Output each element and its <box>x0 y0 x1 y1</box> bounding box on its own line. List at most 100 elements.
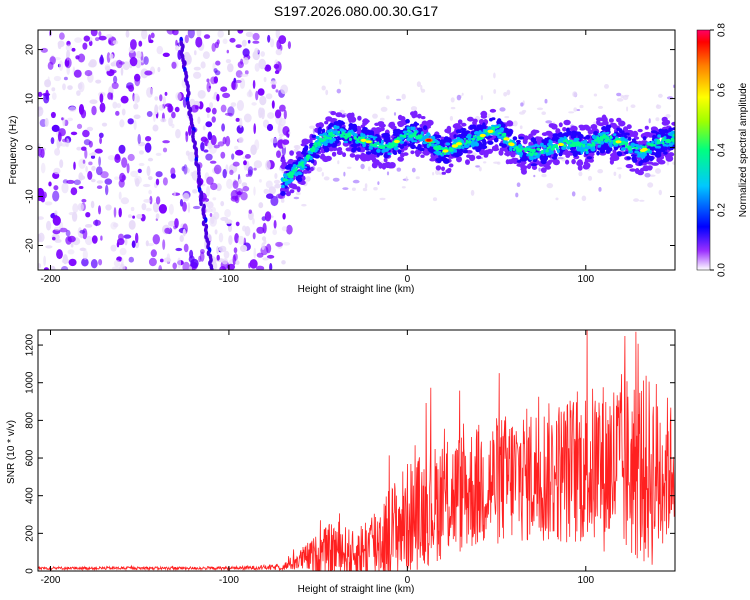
noise-blob <box>205 121 213 128</box>
noise-blob <box>148 189 152 195</box>
ridge-blob <box>497 132 502 135</box>
ridge-blob <box>441 166 445 172</box>
ridge-blob <box>296 171 301 175</box>
noise-blob <box>90 30 98 37</box>
colorbar-tick-label: 0.0 <box>717 263 728 277</box>
ridge-blob <box>414 131 417 134</box>
noise-blob <box>258 179 262 183</box>
noise-blob <box>200 197 210 203</box>
x-tick-label: -200 <box>40 575 60 586</box>
ridge-blob <box>407 143 413 147</box>
noise-blob <box>187 151 196 162</box>
noise-blob <box>99 136 102 145</box>
noise-blob <box>270 38 275 48</box>
ridge-blob <box>385 139 392 143</box>
noise-blob <box>658 93 663 98</box>
noise-blob <box>147 157 154 162</box>
ridge-blob <box>359 136 363 140</box>
ridge-blob <box>428 143 432 147</box>
noise-blob <box>166 253 171 262</box>
ridge-blob <box>658 135 661 138</box>
ridge-blob <box>605 149 610 154</box>
ridge-blob <box>596 150 600 156</box>
ridge-blob <box>579 142 582 146</box>
noise-blob <box>138 40 143 47</box>
noise-blob <box>230 80 238 91</box>
ridge-blob <box>644 125 649 130</box>
noise-blob <box>280 84 289 95</box>
ridge-blob <box>597 140 601 144</box>
noise-blob <box>256 252 264 258</box>
noise-blob <box>251 102 257 106</box>
noise-blob <box>432 172 435 176</box>
ridge-blob <box>281 184 285 188</box>
noise-blob <box>604 84 609 89</box>
noise-blob <box>53 185 59 191</box>
snr-line <box>38 330 675 571</box>
ridge-blob <box>671 121 675 126</box>
ridge-blob <box>627 164 633 168</box>
noise-blob <box>154 96 159 101</box>
noise-blob <box>203 149 209 153</box>
ridge-blob <box>353 136 356 139</box>
ridge-blob <box>345 147 353 152</box>
noise-blob <box>132 215 136 219</box>
noise-blob <box>121 174 127 181</box>
ridge-hotspot <box>558 142 564 147</box>
ridge-blob <box>467 140 472 144</box>
noise-blob <box>116 103 121 109</box>
ridge-hotspot <box>615 140 622 144</box>
noise-blob <box>125 30 130 38</box>
ridge-peak <box>426 138 432 142</box>
ridge-blob <box>422 150 430 155</box>
ridge-blob <box>413 140 418 143</box>
ridge-blob <box>486 149 494 153</box>
noise-blob <box>217 30 224 38</box>
noise-blob <box>253 167 257 171</box>
noise-blob <box>620 95 625 98</box>
noise-blob <box>209 160 217 164</box>
noise-blob <box>52 215 61 226</box>
noise-blob <box>98 259 103 266</box>
ridge-blob <box>385 148 389 152</box>
noise-blob <box>278 133 284 137</box>
noise-blob <box>45 245 53 249</box>
noise-blob <box>213 164 222 175</box>
ridge-blob <box>430 143 435 147</box>
noise-blob <box>576 109 581 111</box>
ridge-blob <box>541 132 548 137</box>
noise-blob <box>282 139 290 145</box>
noise-blob <box>121 108 126 116</box>
ridge-blob <box>305 170 312 174</box>
ridge-blob <box>590 147 596 152</box>
ridge-blob <box>662 137 665 141</box>
noise-blob <box>342 187 349 191</box>
ridge-blob <box>317 141 321 145</box>
noise-blob <box>95 219 98 227</box>
ridge-blob <box>576 160 584 167</box>
ridge-blob <box>656 141 661 145</box>
ridge-blob <box>297 164 301 167</box>
ridge-blob <box>575 141 579 145</box>
noise-blob <box>372 113 378 119</box>
noise-blob <box>321 172 324 177</box>
ridge-blob <box>642 153 647 157</box>
ridge-blob <box>489 108 497 113</box>
noise-blob <box>597 169 604 174</box>
noise-blob <box>118 144 126 154</box>
noise-blob <box>276 39 282 50</box>
noise-blob <box>265 180 273 189</box>
ridge-blob <box>585 150 589 155</box>
noise-blob <box>113 207 117 218</box>
noise-blob <box>270 195 279 207</box>
ridge-blob <box>457 119 463 125</box>
noise-blob <box>70 131 78 136</box>
ridge-blob <box>468 154 476 162</box>
noise-blob <box>232 161 240 167</box>
noise-blob <box>190 172 194 177</box>
noise-blob <box>121 257 124 268</box>
ridge-blob <box>396 136 400 140</box>
noise-blob <box>182 201 187 212</box>
noise-blob <box>149 195 153 205</box>
noise-blob <box>56 140 60 150</box>
